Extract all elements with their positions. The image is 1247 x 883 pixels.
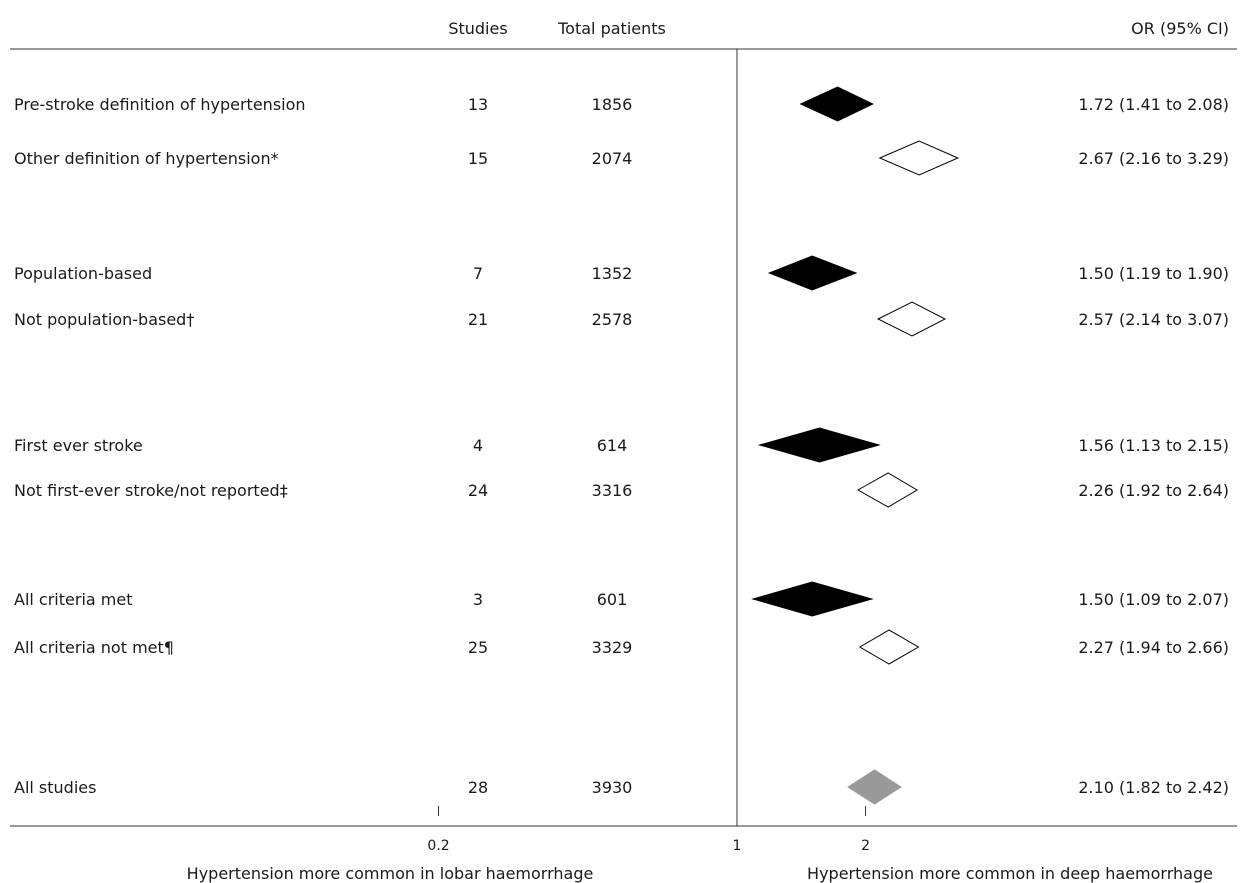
ci-diamond [847,769,902,805]
row-or-ci: 1.50 (1.09 to 2.07) [1078,590,1229,609]
header-studies: Studies [448,19,507,38]
ci-diamond [878,140,960,176]
row-studies: 28 [468,778,488,797]
row-label: Not population-based† [14,310,194,329]
row-studies: 13 [468,95,488,114]
row-total-patients: 1856 [592,95,633,114]
row-or-ci: 2.26 (1.92 to 2.64) [1078,481,1229,500]
row-total-patients: 1352 [592,264,633,283]
row-total-patients: 2074 [592,149,633,168]
row-or-ci: 1.72 (1.41 to 2.08) [1078,95,1229,114]
row-or-ci: 2.67 (2.16 to 3.29) [1078,149,1229,168]
row-label: Pre-stroke definition of hypertension [14,95,306,114]
x-tick-label: 0.2 [427,838,449,854]
ci-diamond [757,427,881,463]
xlabel-right: Hypertension more common in deep haemorr… [807,864,1213,883]
row-label: Other definition of hypertension* [14,149,279,168]
row-studies: 15 [468,149,488,168]
row-label: All studies [14,778,96,797]
row-label: All criteria met [14,590,132,609]
ci-diamond [856,472,919,508]
row-or-ci: 1.50 (1.19 to 1.90) [1078,264,1229,283]
row-studies: 4 [473,436,483,455]
row-label: Population-based [14,264,152,283]
row-total-patients: 601 [597,590,628,609]
row-studies: 7 [473,264,483,283]
row-total-patients: 3329 [592,638,633,657]
ci-diamond [876,301,947,337]
x-tick-label: 2 [861,838,870,854]
row-label: First ever stroke [14,436,143,455]
header-total-patients: Total patients [557,19,666,38]
row-or-ci: 2.27 (1.94 to 2.66) [1078,638,1229,657]
row-or-ci: 1.56 (1.13 to 2.15) [1078,436,1229,455]
ci-diamond [751,581,874,617]
row-label: All criteria not met¶ [14,638,174,657]
row-studies: 3 [473,590,483,609]
xlabel-left: Hypertension more common in lobar haemor… [187,864,594,883]
row-total-patients: 2578 [592,310,633,329]
ci-diamond [767,255,858,291]
row-label: Not first-ever stroke/not reported‡ [14,481,288,500]
row-studies: 25 [468,638,488,657]
row-total-patients: 3316 [592,481,633,500]
ci-diamond [799,86,874,122]
row-studies: 24 [468,481,488,500]
row-total-patients: 614 [597,436,628,455]
x-tick-label: 1 [733,838,742,854]
row-or-ci: 2.10 (1.82 to 2.42) [1078,778,1229,797]
row-total-patients: 3930 [592,778,633,797]
row-or-ci: 2.57 (2.14 to 3.07) [1078,310,1229,329]
row-studies: 21 [468,310,488,329]
header-or-ci: OR (95% CI) [1131,19,1229,38]
ci-diamond [858,629,920,665]
